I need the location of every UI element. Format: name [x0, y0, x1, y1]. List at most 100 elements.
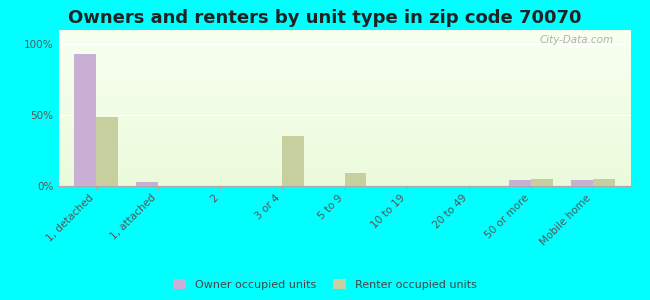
Bar: [58, 92, 630, 94]
Bar: [531, 179, 552, 186]
Bar: [58, 74, 630, 75]
Bar: [58, 111, 630, 113]
Bar: [571, 180, 593, 186]
Bar: [58, 125, 630, 127]
Bar: [58, 41, 630, 43]
Bar: [58, 136, 630, 138]
Bar: [58, 44, 630, 46]
Bar: [58, 170, 630, 172]
Bar: [58, 68, 630, 69]
Text: City-Data.com: City-Data.com: [540, 35, 614, 45]
Bar: [58, 121, 630, 122]
Bar: [58, 86, 630, 88]
Bar: [58, 117, 630, 119]
Bar: [58, 47, 630, 49]
Legend: Owner occupied units, Renter occupied units: Owner occupied units, Renter occupied un…: [168, 275, 482, 294]
Bar: [58, 58, 630, 60]
Bar: [58, 33, 630, 35]
Bar: [58, 180, 630, 181]
Bar: [58, 130, 630, 131]
Bar: [58, 110, 630, 111]
Bar: [282, 136, 304, 186]
Bar: [593, 179, 615, 186]
Bar: [58, 46, 630, 47]
Bar: [58, 78, 630, 80]
Bar: [58, 124, 630, 125]
Bar: [58, 85, 630, 86]
Bar: [58, 161, 630, 163]
Bar: [58, 183, 630, 184]
Bar: [58, 133, 630, 134]
Bar: [58, 66, 630, 68]
Bar: [58, 43, 630, 44]
Bar: [58, 116, 630, 117]
Bar: [58, 91, 630, 92]
Bar: [58, 75, 630, 77]
Bar: [58, 172, 630, 173]
Bar: [58, 30, 630, 31]
Bar: [58, 167, 630, 169]
Bar: [58, 82, 630, 83]
Bar: [58, 105, 630, 106]
Bar: [58, 53, 630, 55]
Bar: [58, 169, 630, 170]
Bar: [58, 122, 630, 124]
Bar: [58, 64, 630, 66]
Bar: [58, 61, 630, 63]
Bar: [58, 181, 630, 183]
Bar: [58, 160, 630, 161]
Bar: [58, 95, 630, 97]
Bar: [96, 116, 118, 186]
Bar: [58, 103, 630, 105]
Bar: [58, 70, 630, 72]
Bar: [58, 88, 630, 89]
Bar: [58, 166, 630, 167]
Bar: [509, 180, 531, 186]
Bar: [58, 158, 630, 160]
Bar: [58, 60, 630, 61]
Bar: [58, 69, 630, 70]
Bar: [58, 38, 630, 39]
Bar: [136, 182, 158, 186]
Bar: [58, 139, 630, 141]
Bar: [58, 97, 630, 99]
Bar: [58, 152, 630, 153]
Bar: [58, 63, 630, 64]
Bar: [58, 35, 630, 36]
Bar: [58, 36, 630, 38]
Bar: [58, 50, 630, 52]
Bar: [344, 173, 366, 186]
Bar: [58, 138, 630, 139]
Bar: [58, 134, 630, 136]
Bar: [58, 32, 630, 33]
Bar: [58, 156, 630, 158]
Bar: [58, 142, 630, 144]
Bar: [58, 56, 630, 58]
Bar: [58, 55, 630, 56]
Bar: [58, 102, 630, 103]
Bar: [58, 119, 630, 121]
Bar: [58, 94, 630, 95]
Bar: [58, 108, 630, 110]
Bar: [58, 147, 630, 148]
Text: Owners and renters by unit type in zip code 70070: Owners and renters by unit type in zip c…: [68, 9, 582, 27]
Bar: [58, 49, 630, 50]
Bar: [58, 150, 630, 152]
Bar: [58, 77, 630, 78]
Bar: [58, 131, 630, 133]
Bar: [58, 80, 630, 82]
Bar: [58, 177, 630, 178]
Bar: [58, 164, 630, 166]
Bar: [58, 99, 630, 100]
Bar: [58, 178, 630, 180]
Bar: [58, 113, 630, 114]
Bar: [58, 128, 630, 130]
Bar: [58, 39, 630, 41]
Bar: [58, 72, 630, 74]
Bar: [74, 54, 96, 186]
Bar: [58, 163, 630, 164]
Bar: [58, 155, 630, 156]
Bar: [58, 127, 630, 128]
Bar: [58, 89, 630, 91]
Bar: [58, 148, 630, 150]
